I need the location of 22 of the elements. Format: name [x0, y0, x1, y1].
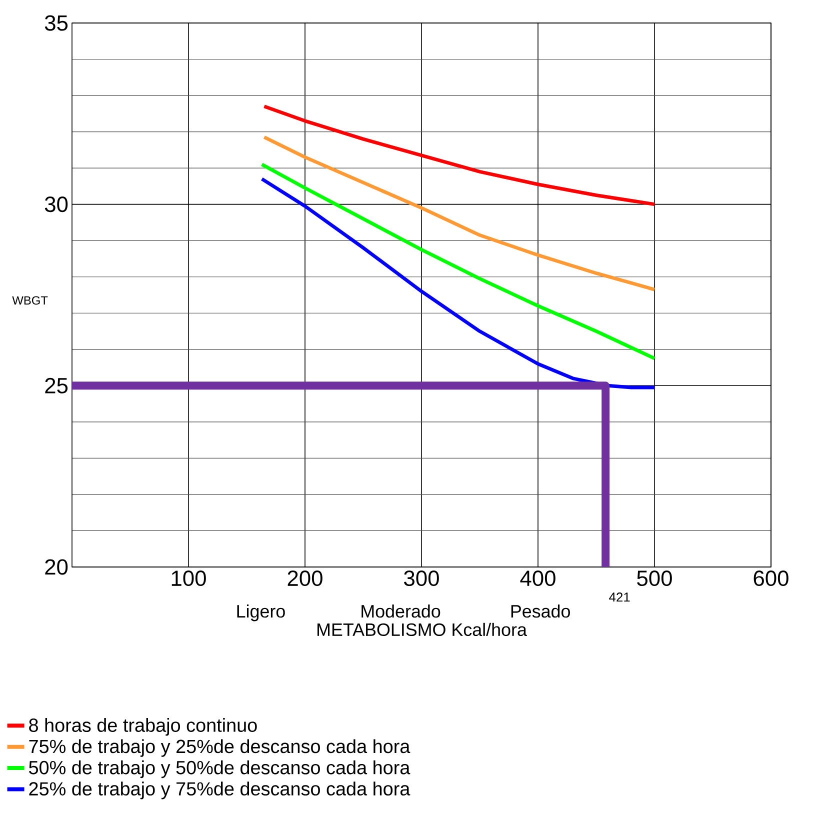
x-tick-label: 200: [288, 570, 322, 586]
x-tick-label: 300: [404, 570, 439, 586]
line-series: [260, 177, 656, 390]
annotation: 421: [609, 592, 630, 602]
y-tick-label: 25: [45, 378, 68, 394]
y-tick-label: 30: [44, 196, 68, 212]
legend-label: 75% de trabajo y 25%de descanso cada hora: [29, 739, 410, 757]
legend-label: 50% de trabajo y 50%de descanso cada hora: [29, 760, 410, 778]
legend-label: 8 horas de trabajo continuo: [29, 718, 257, 736]
y-tick-label: 35: [44, 15, 68, 31]
text: Moderado: [362, 604, 440, 618]
y-axis-title: WBGT: [12, 296, 48, 305]
text: Pesado: [511, 604, 570, 618]
line-series: [260, 162, 656, 360]
x-tick-label: 400: [520, 570, 556, 586]
x-tick-label: 100: [172, 570, 206, 586]
legend-label: 25% de trabajo y 75%de descanso cada hora: [29, 782, 410, 800]
x-tick-label: 600: [754, 570, 788, 586]
y-tick-label: 20: [45, 559, 68, 575]
text: Ligero: [237, 604, 285, 622]
x-tick-label: 500: [637, 570, 672, 586]
x-axis-title: METABOLISMO Kcal/hora: [318, 622, 527, 636]
